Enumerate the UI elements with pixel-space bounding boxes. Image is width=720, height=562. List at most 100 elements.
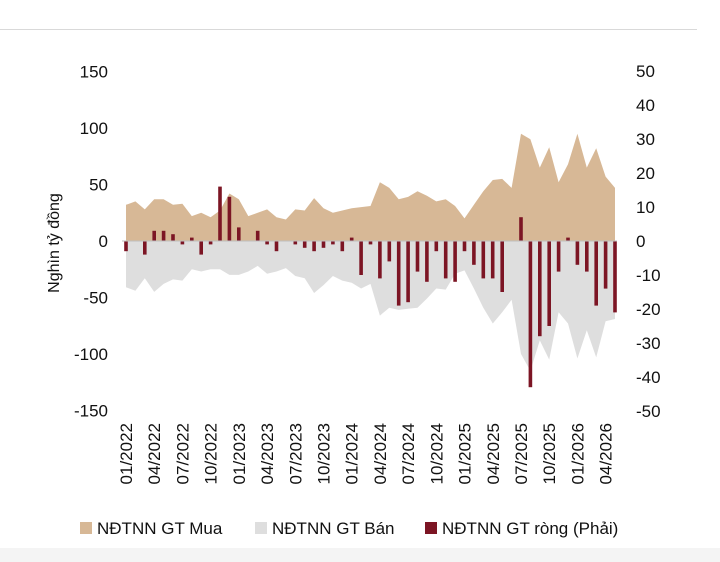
bar [227, 196, 232, 241]
bar [415, 241, 420, 272]
bar [575, 241, 580, 265]
bar [340, 241, 345, 252]
bar [481, 241, 486, 279]
bar [603, 241, 608, 289]
bar [199, 241, 203, 255]
left-tick-label: -150 [74, 402, 108, 421]
bar [161, 230, 166, 241]
x-tick-label: 04/2025 [484, 423, 503, 484]
bar [293, 241, 298, 245]
bar [255, 230, 260, 241]
x-tick-label: 10/2025 [540, 423, 559, 484]
bar [359, 241, 363, 275]
x-tick-label: 04/2024 [371, 423, 390, 484]
bar [143, 241, 147, 255]
x-tick-label: 10/2023 [315, 423, 334, 484]
bar [462, 241, 467, 252]
x-tick-label: 04/2026 [597, 423, 616, 484]
x-axis: 01/2022 04/2022 07/2022 10/2022 01/2023 04/20… [117, 423, 616, 484]
bar [349, 237, 354, 241]
bar [613, 241, 617, 313]
x-tick-label: 07/2023 [286, 423, 305, 484]
footer-band [0, 548, 720, 562]
x-tick-label: 04/2022 [145, 423, 164, 484]
bar [124, 241, 128, 252]
area-layer [126, 133, 615, 371]
bar [321, 241, 326, 248]
right-tick-label: -40 [636, 368, 661, 387]
legend-label: NĐTNN GT ròng (Phải) [442, 519, 618, 538]
right-tick-label: 20 [636, 164, 655, 183]
right-axis: 50 40 30 20 10 0 -10 -20 -30 -40 -50 [636, 62, 661, 421]
bar [566, 237, 570, 241]
bar [396, 241, 401, 306]
x-tick-label: 01/2023 [230, 423, 249, 484]
legend-swatch [80, 522, 92, 534]
right-tick-label: 50 [636, 62, 655, 81]
bar [274, 241, 279, 252]
x-tick-label: 01/2024 [343, 423, 362, 484]
y-axis-label: Nghìn tỷ đồng [46, 193, 63, 293]
x-tick-label: 10/2022 [202, 423, 221, 484]
x-tick-label: 01/2025 [456, 423, 475, 484]
bar [180, 241, 185, 245]
x-tick-label: 04/2023 [258, 423, 277, 484]
right-tick-label: -50 [636, 402, 661, 421]
left-tick-label: 50 [89, 176, 108, 195]
left-tick-label: -100 [74, 345, 108, 364]
bar [519, 217, 523, 241]
bar [453, 241, 457, 282]
right-tick-label: -30 [636, 334, 661, 353]
bar [528, 241, 533, 388]
bar-layer [124, 186, 617, 388]
bar [208, 241, 213, 245]
bar [152, 230, 156, 241]
bar [425, 241, 429, 282]
right-tick-label: -20 [636, 300, 661, 319]
bar [171, 234, 175, 241]
bar [538, 241, 542, 337]
bar [312, 241, 316, 252]
top-divider [0, 29, 697, 30]
bar [302, 241, 307, 248]
x-tick-label: 07/2024 [399, 423, 418, 484]
bar [331, 241, 335, 245]
bar [387, 241, 392, 262]
bar [434, 241, 439, 252]
left-tick-label: 0 [99, 232, 108, 251]
bar [500, 241, 504, 292]
right-tick-label: 30 [636, 130, 655, 149]
legend-swatch [425, 522, 437, 534]
legend-label: NĐTNN GT Bán [272, 519, 395, 538]
left-axis: 150 100 50 0 -50 -100 -150 [74, 63, 108, 421]
bar [472, 241, 476, 265]
bar [406, 241, 410, 303]
right-tick-label: -10 [636, 266, 661, 285]
bar [585, 241, 589, 272]
bar [594, 241, 598, 306]
legend-label: NĐTNN GT Mua [97, 519, 223, 538]
bar [556, 241, 561, 272]
bar [547, 241, 551, 326]
legend-swatch [255, 522, 267, 534]
bar [490, 241, 495, 279]
left-tick-label: 150 [80, 63, 108, 82]
bar [368, 241, 373, 245]
left-tick-label: 100 [80, 119, 108, 138]
area-ban [126, 241, 615, 371]
x-tick-label: 07/2025 [512, 423, 531, 484]
bar [378, 241, 382, 279]
area-mua [126, 133, 615, 241]
left-tick-label: -50 [83, 289, 108, 308]
bar [218, 186, 222, 241]
right-tick-label: 40 [636, 96, 655, 115]
x-tick-label: 01/2022 [117, 423, 136, 484]
right-tick-label: 0 [636, 232, 645, 251]
x-tick-label: 10/2024 [427, 423, 446, 484]
x-tick-label: 01/2026 [568, 423, 587, 484]
legend: NĐTNN GT Mua NĐTNN GT Bán NĐTNN GT ròng (P… [80, 519, 618, 538]
bar [237, 227, 241, 241]
x-tick-label: 07/2022 [173, 423, 192, 484]
bar [265, 241, 269, 245]
